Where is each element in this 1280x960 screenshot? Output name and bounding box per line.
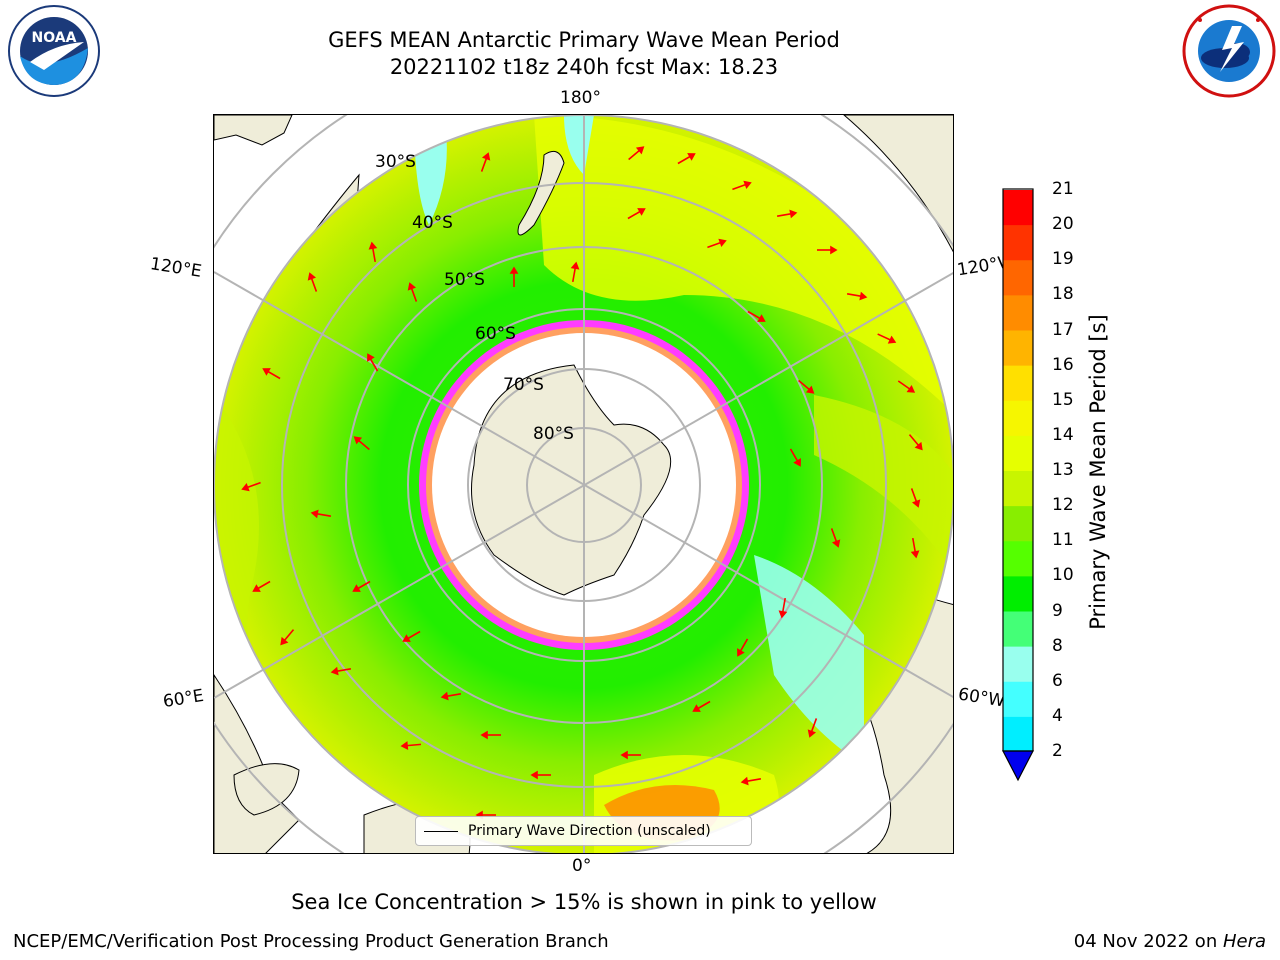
lon-label-180: 180° <box>560 88 601 108</box>
colorbar-band <box>1003 190 1033 226</box>
colorbar-tick-label: 16 <box>1052 354 1074 375</box>
colorbar-band <box>1003 576 1033 612</box>
colorbar-band <box>1003 400 1033 437</box>
lat-label-30s: 30°S <box>375 152 416 172</box>
lat-label-50s: 50°S <box>444 270 485 290</box>
lat-label-70s: 70°S <box>503 375 544 395</box>
noaa-logo-icon: NOAA <box>8 5 100 97</box>
colorbar-band <box>1003 646 1033 683</box>
colorbar-tick-label: 9 <box>1052 600 1063 621</box>
colorbar-band <box>1003 330 1033 367</box>
lat-label-80s: 80°S <box>533 424 574 444</box>
colorbar-band <box>1003 260 1033 296</box>
noaa-logo-text: NOAA <box>32 30 77 46</box>
colorbar-band <box>1003 506 1033 542</box>
lon-label-60e: 60°E <box>161 685 206 713</box>
lon-label-60w: 60°W <box>956 684 1007 712</box>
colorbar-band <box>1003 681 1033 718</box>
map-legend: Primary Wave Direction (unscaled) <box>415 816 752 846</box>
sea-ice-note: Sea Ice Concentration > 15% is shown in … <box>291 890 877 914</box>
colorbar-tick-label: 6 <box>1052 670 1063 691</box>
colorbar-title: Primary Wave Mean Period [s] <box>1086 314 1110 630</box>
lat-label-60s: 60°S <box>475 324 516 344</box>
legend-label: Primary Wave Direction (unscaled) <box>468 823 711 839</box>
colorbar-tick-label: 21 <box>1052 179 1074 199</box>
colorbar-tick-label: 8 <box>1052 635 1063 656</box>
chart-title: GEFS MEAN Antarctic Primary Wave Mean Pe… <box>328 28 840 52</box>
chart-subtitle: 20221102 t18z 240h fcst Max: 18.23 <box>389 55 779 79</box>
footer-machine: Hera <box>1222 931 1266 952</box>
colorbar-tick-label: 4 <box>1052 705 1063 726</box>
colorbar-band <box>1003 295 1033 331</box>
colorbar-tick-label: 18 <box>1052 284 1074 305</box>
colorbar-tick-label: 17 <box>1052 319 1074 340</box>
colorbar-tick-label: 15 <box>1052 389 1074 410</box>
nws-logo-icon <box>1182 4 1276 98</box>
colorbar <box>1002 188 1034 782</box>
colorbar-tick-label: 13 <box>1052 460 1074 480</box>
colorbar-band <box>1003 435 1033 472</box>
colorbar-band <box>1003 541 1033 577</box>
colorbar-tick-label: 12 <box>1052 495 1074 516</box>
colorbar-band <box>1003 716 1033 753</box>
colorbar-tick-label: 10 <box>1052 565 1074 586</box>
colorbar-tick-label: 11 <box>1052 530 1074 551</box>
polar-map-canvas <box>214 115 953 853</box>
colorbar-band <box>1003 471 1033 507</box>
lon-label-120e: 120°E <box>148 254 203 282</box>
colorbar-outline <box>1002 188 1034 752</box>
polar-map <box>213 114 954 854</box>
lon-label-0: 0° <box>572 856 592 876</box>
legend-line-swatch <box>424 831 458 832</box>
colorbar-tick-label: 2 <box>1052 741 1063 761</box>
colorbar-tick-label: 20 <box>1052 214 1074 235</box>
colorbar-band <box>1003 611 1033 648</box>
lat-label-40s: 40°S <box>412 213 453 233</box>
colorbar-band <box>1003 365 1033 402</box>
colorbar-tick-label: 14 <box>1052 424 1074 445</box>
footer-date: 04 Nov 2022 on Hera <box>1074 931 1266 952</box>
colorbar-extend-arrow <box>1002 750 1034 782</box>
footer-credit: NCEP/EMC/Verification Post Processing Pr… <box>13 931 609 952</box>
footer-date-text: 04 Nov 2022 on <box>1073 931 1223 952</box>
colorbar-tick-label: 19 <box>1052 249 1074 270</box>
colorbar-band <box>1003 225 1033 261</box>
